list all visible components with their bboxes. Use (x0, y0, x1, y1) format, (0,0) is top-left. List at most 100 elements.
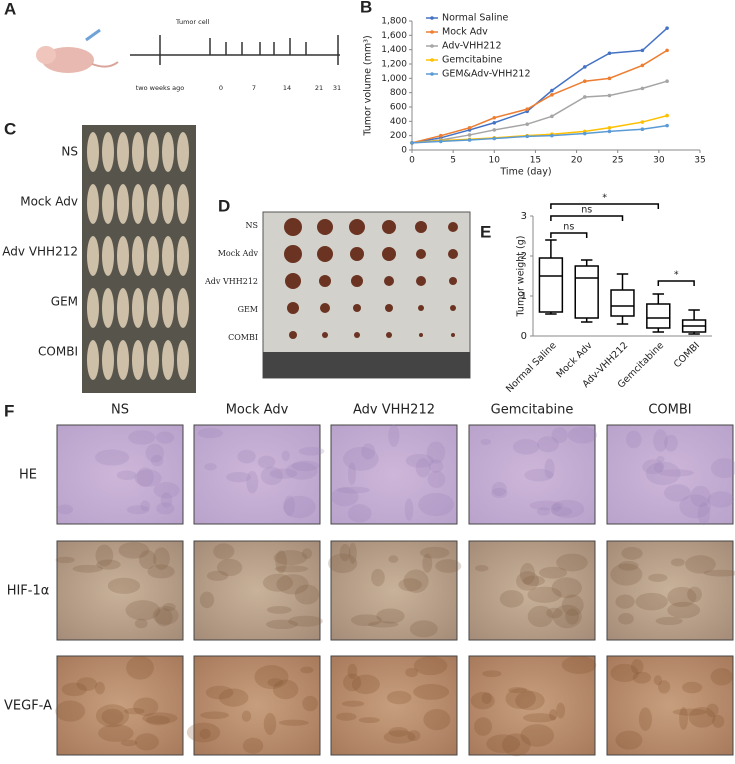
tissue-texture (342, 700, 365, 707)
tissue-texture (551, 427, 568, 444)
mouse (102, 132, 114, 172)
row-label: COMBI (38, 345, 78, 359)
y-tick-label: 800 (390, 88, 407, 98)
timeline (130, 35, 340, 65)
tissue-texture (653, 462, 664, 473)
tissue-texture (358, 717, 380, 724)
histology-image (606, 655, 734, 756)
y-tick-label: 1,200 (381, 60, 407, 70)
panel-label: A (4, 0, 16, 18)
point (550, 93, 554, 97)
timeline-label: 31 (333, 84, 341, 92)
x-tick-label: 35 (694, 156, 705, 166)
tissue-texture (216, 558, 243, 577)
tissue-texture (213, 543, 235, 560)
mouse (132, 132, 144, 172)
tissue-texture (618, 613, 634, 625)
point (607, 51, 612, 56)
tumor (418, 305, 424, 311)
tissue-texture (499, 590, 524, 608)
point (492, 136, 497, 141)
mouse (117, 340, 129, 380)
tissue-texture (95, 544, 114, 567)
histology-image (468, 424, 596, 525)
tissue-texture (199, 591, 215, 609)
point (640, 86, 645, 91)
tissue-texture (409, 620, 438, 638)
histology-image (193, 540, 321, 641)
tissue-texture (153, 481, 180, 499)
tissue-texture (95, 704, 130, 728)
row-label: VEGF-A (4, 699, 52, 714)
tissue-texture (118, 541, 150, 559)
tissue-texture (470, 692, 495, 710)
point (583, 65, 587, 69)
x-tick-label: Normal Saline (504, 340, 559, 395)
point (492, 128, 497, 132)
tissue-texture (482, 670, 502, 678)
tissue-texture (242, 737, 264, 754)
tissue-texture (225, 472, 252, 483)
tissue-texture (273, 550, 308, 566)
mouse (177, 184, 189, 224)
tissue-texture (653, 675, 663, 686)
tissue-texture (257, 455, 276, 469)
tissue-texture (388, 424, 400, 447)
row-label: GEM (51, 295, 78, 309)
tissue-texture (413, 684, 450, 700)
tissue-texture (300, 666, 314, 674)
tissue-texture (336, 486, 370, 494)
tissue-texture (670, 558, 685, 567)
histology-image (606, 540, 734, 641)
tissue-texture (551, 506, 573, 517)
tissue-texture (98, 724, 134, 742)
tissue-texture (302, 695, 319, 712)
mouse (147, 184, 159, 224)
tumor (448, 249, 458, 259)
point (640, 120, 645, 124)
tissue-texture (275, 550, 287, 574)
tissue-texture (512, 439, 540, 455)
tumor (317, 246, 333, 262)
tissue-texture (388, 555, 399, 563)
tissue-texture (218, 688, 249, 707)
tissue-texture (186, 722, 221, 743)
tumor (416, 276, 426, 286)
tissue-texture (690, 485, 711, 508)
tissue-texture (285, 462, 318, 480)
tissue-texture (241, 710, 252, 722)
tissue-texture (552, 604, 582, 629)
tissue-texture (160, 492, 173, 508)
row-label: Mock Adv (20, 195, 78, 209)
tissue-texture (539, 566, 568, 579)
y-axis-label: Tumor volume (mm³) (363, 35, 374, 136)
tissue-texture (550, 499, 585, 519)
tissue-texture (138, 550, 157, 570)
tissue-texture (136, 467, 154, 487)
tissue-texture (645, 461, 681, 486)
tissue-texture (567, 426, 598, 444)
tissue-texture (351, 674, 380, 695)
tissue-texture (404, 498, 414, 521)
tissue-texture (403, 569, 429, 593)
tissue-texture (491, 481, 507, 497)
tissue-texture (561, 655, 597, 674)
tissue-texture (415, 458, 431, 478)
row-label: NS (61, 145, 78, 159)
point (640, 63, 645, 68)
tissue-texture (426, 441, 446, 464)
tumor (284, 218, 302, 236)
y-tick-label: 1,000 (381, 74, 407, 84)
tissue-texture (648, 573, 668, 582)
tissue-texture (405, 667, 419, 678)
tissue-texture (486, 734, 521, 754)
y-tick-label: 0 (401, 146, 407, 156)
y-tick-label: 1,800 (381, 17, 407, 27)
tumor (384, 276, 394, 286)
tissue-texture (703, 569, 735, 577)
box (538, 257, 564, 313)
tumor (319, 275, 331, 287)
tissue-texture (328, 553, 358, 574)
point (550, 133, 554, 138)
significance-label: ns (581, 205, 592, 216)
